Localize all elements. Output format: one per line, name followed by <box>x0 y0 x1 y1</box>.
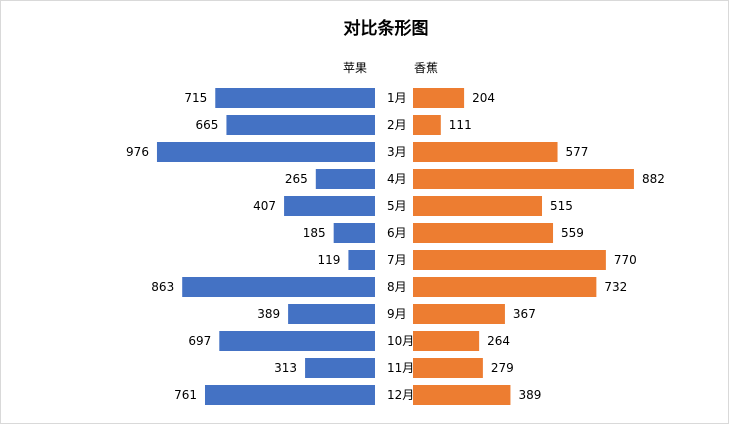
left-bar-2 <box>226 115 375 135</box>
left-value-label-8: 863 <box>151 280 174 294</box>
right-bar-7 <box>413 250 606 270</box>
right-value-label-9: 367 <box>513 307 536 321</box>
category-label-1: 1月 <box>387 91 407 105</box>
left-bar-3 <box>156 142 375 162</box>
category-label-4: 4月 <box>387 172 407 186</box>
left-bar-12 <box>204 385 375 405</box>
left-bar-1 <box>215 88 375 108</box>
right-value-label-2: 111 <box>449 118 472 132</box>
right-value-label-3: 577 <box>566 145 589 159</box>
series-name-left: 苹果 <box>343 61 367 75</box>
category-label-3: 3月 <box>387 145 407 159</box>
right-bar-1 <box>413 88 465 108</box>
left-value-label-2: 665 <box>196 118 219 132</box>
right-bar-8 <box>413 277 597 297</box>
right-value-label-4: 882 <box>642 172 665 186</box>
right-bar-4 <box>413 169 634 189</box>
left-value-label-4: 265 <box>285 172 308 186</box>
right-bar-6 <box>413 223 554 243</box>
left-bar-8 <box>182 277 375 297</box>
right-value-label-11: 279 <box>491 361 514 375</box>
left-bar-4 <box>315 169 375 189</box>
right-bar-2 <box>413 115 441 135</box>
category-label-6: 6月 <box>387 226 407 240</box>
right-value-label-10: 264 <box>487 334 510 348</box>
left-value-label-10: 697 <box>188 334 211 348</box>
left-bar-9 <box>288 304 375 324</box>
right-bar-12 <box>413 385 511 405</box>
left-value-label-3: 976 <box>126 145 149 159</box>
left-value-label-6: 185 <box>303 226 326 240</box>
left-value-label-7: 119 <box>318 253 341 267</box>
right-bar-5 <box>413 196 543 216</box>
category-label-12: 12月 <box>387 388 414 402</box>
left-value-label-12: 761 <box>174 388 197 402</box>
category-label-11: 11月 <box>387 361 414 375</box>
left-value-label-9: 389 <box>257 307 280 321</box>
chart-title: 对比条形图 <box>344 18 429 39</box>
right-bar-3 <box>413 142 558 162</box>
left-value-label-11: 313 <box>274 361 297 375</box>
right-value-label-1: 204 <box>472 91 495 105</box>
bar-group: 1月 715 204 2月 665 111 3月 976 577 4月 265 882 5月 407 515… <box>126 88 665 405</box>
category-label-10: 10月 <box>387 334 414 348</box>
right-bar-9 <box>413 304 505 324</box>
left-bar-6 <box>333 223 375 243</box>
category-label-5: 5月 <box>387 199 407 213</box>
left-value-label-5: 407 <box>253 199 276 213</box>
right-bar-11 <box>413 358 483 378</box>
left-bar-11 <box>305 358 375 378</box>
left-bar-7 <box>348 250 375 270</box>
category-label-9: 9月 <box>387 307 407 321</box>
left-bar-5 <box>284 196 375 216</box>
right-value-label-5: 515 <box>550 199 573 213</box>
left-bar-10 <box>219 331 375 351</box>
right-bar-10 <box>413 331 480 351</box>
series-name-right: 香蕉 <box>414 61 438 75</box>
category-label-7: 7月 <box>387 253 407 267</box>
category-label-2: 2月 <box>387 118 407 132</box>
category-label-8: 8月 <box>387 280 407 294</box>
right-value-label-12: 389 <box>518 388 541 402</box>
right-value-label-7: 770 <box>614 253 637 267</box>
right-value-label-8: 732 <box>604 280 627 294</box>
right-value-label-6: 559 <box>561 226 584 240</box>
left-value-label-1: 715 <box>184 91 207 105</box>
